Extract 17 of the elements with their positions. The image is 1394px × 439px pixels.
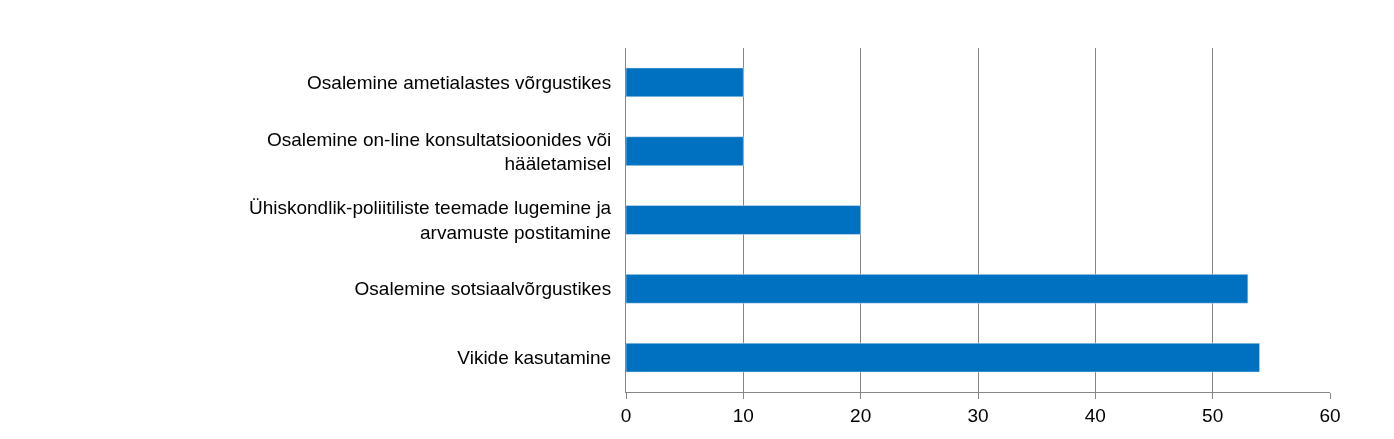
bar [626, 205, 861, 235]
x-tick-label: 0 [620, 404, 632, 426]
x-tick-label: 10 [732, 404, 754, 426]
x-tick-label: 20 [850, 404, 872, 426]
y-tick-label: Ühiskondlik-poliitiliste teemade lugemine ja arvamuste postitamine [248, 197, 612, 243]
bar [626, 67, 744, 98]
x-tick-label: 40 [1084, 404, 1106, 426]
x-tick-label: 50 [1202, 404, 1224, 426]
y-tick-label: Vikide kasutamine [457, 347, 612, 369]
bar [626, 274, 1249, 304]
bar [626, 342, 1260, 373]
y-tick-label: Osalemine on-line konsultatsioonides või hääletamisel [266, 128, 612, 175]
y-tick-label: Osalemine sotsiaalvõrgustikes [354, 278, 612, 300]
bar [626, 136, 744, 166]
x-tick-label: 60 [1319, 404, 1341, 426]
y-tick-label: Osalemine ametialastes võrgustikes [307, 72, 612, 94]
x-tick-label: 30 [967, 404, 989, 426]
